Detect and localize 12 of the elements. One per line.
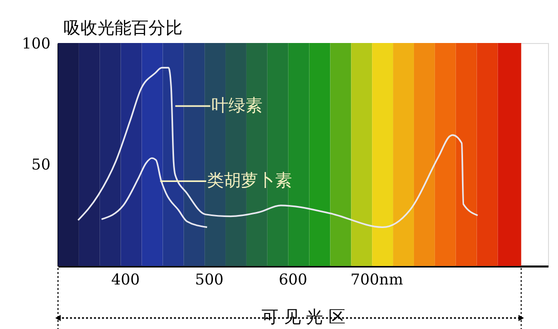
annotation: 类胡萝卜素 — [207, 171, 292, 192]
x-tick-label: 400 — [111, 270, 140, 288]
x-tick-label: 500 — [194, 270, 224, 288]
y-tick-label: 100 — [22, 34, 50, 52]
annotation: 叶绿素 — [211, 96, 262, 116]
y-axis-title: 吸收光能百分比 — [64, 18, 182, 38]
line-series — [77, 66, 478, 228]
x-tick-label: 700nm — [350, 270, 404, 288]
x-axis-title: 可 见 光 区 — [261, 308, 346, 328]
y-tick-label: 50 — [31, 156, 50, 174]
line-series — [100, 157, 208, 228]
x-tick-label: 600 — [278, 270, 308, 288]
